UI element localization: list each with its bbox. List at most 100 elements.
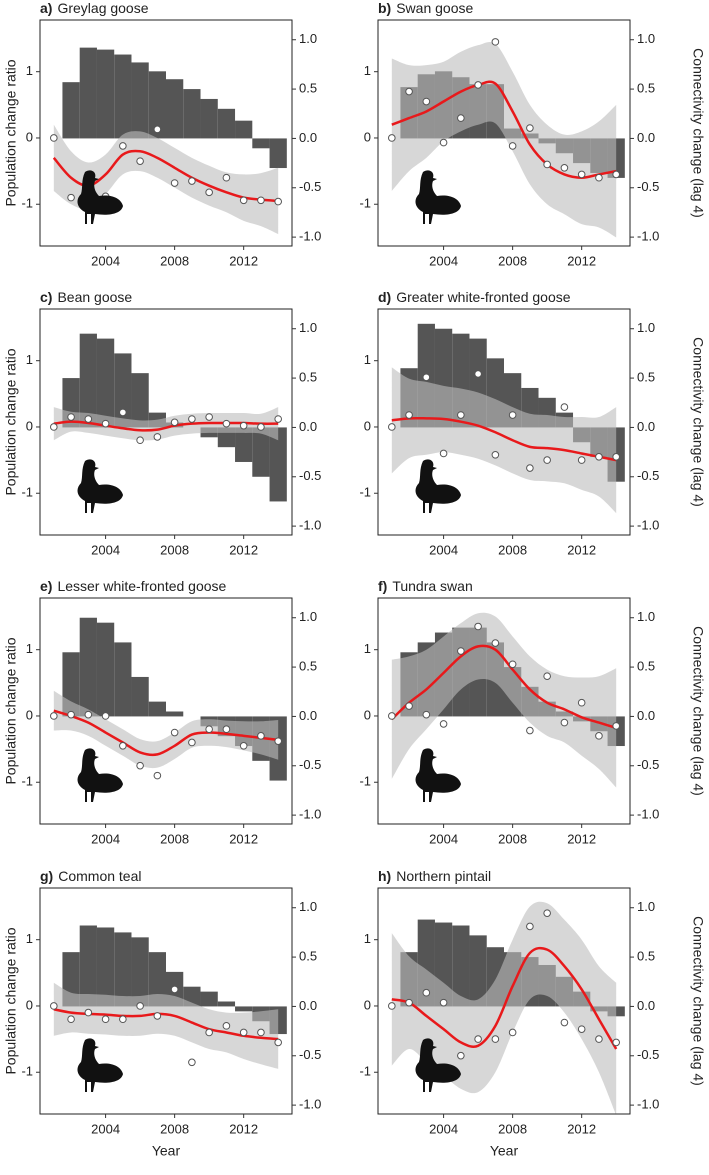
population-point xyxy=(526,922,534,931)
y-tick-label: -1 xyxy=(21,1064,33,1079)
y2-tick-label: 1.0 xyxy=(637,320,655,335)
panel-title: a) Greylag goose xyxy=(40,0,149,16)
population-point xyxy=(508,411,517,419)
y2-tick-label: -1.0 xyxy=(299,1097,321,1112)
population-point xyxy=(560,163,569,172)
population-point xyxy=(388,712,396,720)
connectivity-bar xyxy=(252,138,270,149)
connectivity-bar xyxy=(114,932,132,1007)
x-tick-label: 2012 xyxy=(567,1121,596,1136)
y2-tick-label: -1.0 xyxy=(299,229,321,244)
y-tick-label: 1 xyxy=(364,641,371,656)
connectivity-bar xyxy=(235,1006,253,1012)
population-point xyxy=(422,97,431,106)
y2-tick-label: 0.0 xyxy=(299,998,317,1013)
panel-label: h) xyxy=(378,868,391,884)
population-point xyxy=(239,741,248,750)
x-tick-label: 2008 xyxy=(160,831,189,846)
population-point xyxy=(422,988,431,997)
y2-tick-label: 0.0 xyxy=(637,708,655,723)
y-tick-label: 1 xyxy=(364,931,371,946)
y-tick-label: -1 xyxy=(359,774,371,789)
x-tick-label: 2004 xyxy=(429,831,458,846)
population-point xyxy=(188,415,196,423)
y2-tick-label: 1.0 xyxy=(637,899,655,914)
connectivity-bar xyxy=(79,47,97,139)
connectivity-bar xyxy=(79,617,97,717)
y2-tick-label: 0.5 xyxy=(637,370,655,385)
panel-label: e) xyxy=(40,578,52,594)
plot-area xyxy=(50,617,287,781)
population-point xyxy=(101,419,110,428)
population-point xyxy=(153,125,162,134)
confidence-band xyxy=(391,612,617,788)
connectivity-bar xyxy=(469,935,487,1007)
panel-title: c) Bean goose xyxy=(40,289,132,305)
y-tick-label: 0 xyxy=(364,707,371,722)
confidence-band xyxy=(53,124,279,235)
population-point xyxy=(222,725,231,734)
y2-tick-label: 1.0 xyxy=(299,899,317,914)
y2-tick-label: 0.5 xyxy=(299,370,317,385)
y-tick-label: 0 xyxy=(26,129,33,144)
y2-tick-label: 0.0 xyxy=(299,130,317,145)
panel-title: h) Northern pintail xyxy=(378,868,491,884)
panel-title: e) Lesser white-fronted goose xyxy=(40,578,227,594)
population-point xyxy=(274,197,282,206)
y-tick-label: -1 xyxy=(359,196,371,211)
panel-label: d) xyxy=(378,289,391,305)
plot-frame xyxy=(39,597,293,825)
x-tick-label: 2004 xyxy=(429,1121,458,1136)
x-tick-label: 2012 xyxy=(229,1121,258,1136)
x-tick-label: 2012 xyxy=(567,831,596,846)
panel-title: d) Greater white-fronted goose xyxy=(378,289,571,305)
y2-tick-label: -0.5 xyxy=(299,468,321,483)
population-point xyxy=(101,1015,110,1024)
plot-frame xyxy=(377,308,631,536)
y2-tick-label: 0.0 xyxy=(637,419,655,434)
y2-axis-title: Connectivity change (lag 4) xyxy=(690,916,706,1086)
y2-tick-label: -1.0 xyxy=(637,807,659,822)
population-point xyxy=(257,423,265,431)
connectivity-bar xyxy=(269,138,287,169)
panel-name: Greylag goose xyxy=(57,0,148,16)
population-point xyxy=(457,411,465,419)
population-point xyxy=(526,726,534,735)
population-point xyxy=(67,193,75,202)
plot-area xyxy=(388,901,625,1114)
population-point xyxy=(405,87,413,96)
panel: h) Northern pintail -1 0 1 1.0 0.5 0.0 -0.5 -1.0 2… xyxy=(359,868,706,1159)
y-axis-title: Population change ratio xyxy=(3,637,19,784)
x-tick-label: 2004 xyxy=(91,831,120,846)
population-point xyxy=(474,1035,482,1043)
y2-tick-label: 1.0 xyxy=(299,320,317,335)
x-tick-label: 2008 xyxy=(498,542,527,557)
panel-title: f) Tundra swan xyxy=(378,578,473,594)
population-point xyxy=(50,1002,58,1010)
x-tick-label: 2004 xyxy=(429,253,458,268)
y-tick-label: -1 xyxy=(21,196,33,211)
y2-tick-label: 0.5 xyxy=(299,949,317,964)
connectivity-bar xyxy=(96,338,115,428)
panel: b) Swan goose -1 0 1 1.0 0.5 0.0 -0.5 -1.0 2004 200… xyxy=(359,0,706,268)
population-point xyxy=(577,1025,586,1033)
x-tick-label: 2012 xyxy=(567,542,596,557)
connectivity-bar xyxy=(148,71,166,139)
population-point xyxy=(526,464,534,472)
population-point xyxy=(422,373,431,382)
connectivity-bar xyxy=(131,937,149,1007)
y2-tick-label: 0.5 xyxy=(637,659,655,674)
population-point xyxy=(543,160,551,169)
y2-axis-title: Connectivity change (lag 4) xyxy=(690,48,706,218)
connectivity-bar xyxy=(166,79,184,139)
population-point xyxy=(101,712,110,720)
population-point xyxy=(50,423,58,431)
panel-name: Swan goose xyxy=(396,0,473,16)
x-axis-title: Year xyxy=(490,1143,519,1159)
y2-tick-label: 0.0 xyxy=(299,708,317,723)
y2-tick-label: -1.0 xyxy=(299,807,321,822)
y2-tick-label: -1.0 xyxy=(299,518,321,533)
x-tick-label: 2012 xyxy=(567,253,596,268)
population-point xyxy=(84,415,93,423)
population-point xyxy=(439,998,448,1007)
